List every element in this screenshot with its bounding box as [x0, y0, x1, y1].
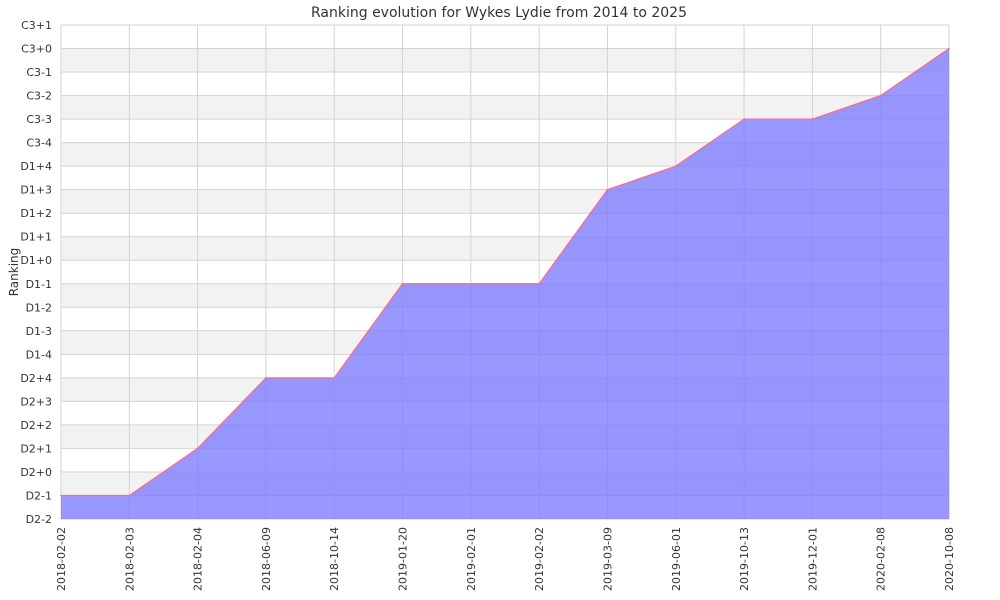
y-tick-label: C3+1: [21, 19, 52, 32]
chart-title: Ranking evolution for Wykes Lydie from 2…: [311, 5, 687, 21]
data-point: [879, 94, 882, 97]
x-axis-tick-labels: 2018-02-02 2018-02-03 2018-02-04 2018-06-09…: [55, 527, 956, 591]
y-tick-label: D1+0: [20, 254, 52, 267]
x-tick-label: 2019-06-01: [670, 527, 683, 591]
background-band: [61, 48, 949, 73]
x-tick-label: 2020-10-08: [943, 527, 956, 591]
y-tick-label: D1-4: [26, 348, 52, 361]
y-tick-label: C3-2: [26, 90, 52, 103]
data-point: [948, 47, 950, 50]
data-point: [60, 494, 62, 497]
x-tick-label: 2019-02-02: [533, 527, 546, 591]
y-tick-label: C3-1: [26, 66, 52, 79]
y-tick-label: D1+4: [20, 160, 52, 173]
y-tick-label: D2+4: [20, 372, 52, 385]
y-tick-label: C3+0: [21, 43, 52, 56]
data-point: [811, 118, 814, 120]
y-tick-label: D1-2: [26, 301, 52, 314]
x-tick-label: 2018-02-02: [55, 527, 68, 591]
y-tick-label: C3-3: [26, 113, 52, 126]
data-point: [674, 165, 677, 167]
data-point: [538, 282, 540, 285]
y-tick-label: D2-2: [26, 513, 52, 526]
y-axis-tick-labels: D2-2 D2-1 D2+0 D2+1 D2+2 D2+3 D2+4 D1-4 D1-3 D1-2…: [20, 19, 52, 526]
data-point: [470, 282, 472, 285]
data-point: [265, 377, 267, 379]
x-tick-label: 2018-10-14: [328, 527, 341, 591]
y-tick-label: D1-1: [26, 278, 52, 291]
x-tick-label: 2018-02-03: [123, 527, 136, 591]
y-tick-label: D2+3: [20, 395, 52, 408]
x-tick-label: 2018-02-04: [192, 527, 205, 591]
x-tick-label: 2019-12-01: [806, 527, 819, 591]
x-tick-label: 2019-03-09: [601, 527, 614, 591]
y-tick-label: C3-4: [26, 137, 52, 150]
y-tick-label: D2-1: [26, 489, 52, 502]
y-tick-label: D2+0: [20, 466, 52, 479]
x-tick-label: 2019-02-01: [465, 527, 478, 591]
y-tick-label: D1+1: [20, 231, 52, 244]
x-tick-label: 2020-02-08: [875, 527, 888, 591]
data-point: [606, 188, 609, 191]
ranking-line: [61, 48, 950, 497]
y-tick-label: D2+2: [20, 419, 52, 432]
x-tick-label: 2018-06-09: [260, 527, 273, 591]
data-point: [333, 377, 336, 379]
y-tick-label: D1-3: [26, 325, 52, 338]
data-points: [60, 47, 950, 497]
data-point: [128, 494, 131, 497]
data-point: [196, 447, 199, 450]
y-tick-label: D2+1: [20, 442, 52, 455]
y-tick-label: D1+2: [20, 207, 52, 220]
background-band: [61, 95, 949, 120]
y-tick-label: D1+3: [20, 184, 52, 197]
x-tick-label: 2019-10-13: [738, 527, 751, 591]
y-axis-label: Ranking: [7, 248, 21, 297]
data-point: [401, 282, 404, 285]
x-tick-label: 2019-01-20: [397, 527, 410, 591]
data-point: [743, 118, 745, 120]
